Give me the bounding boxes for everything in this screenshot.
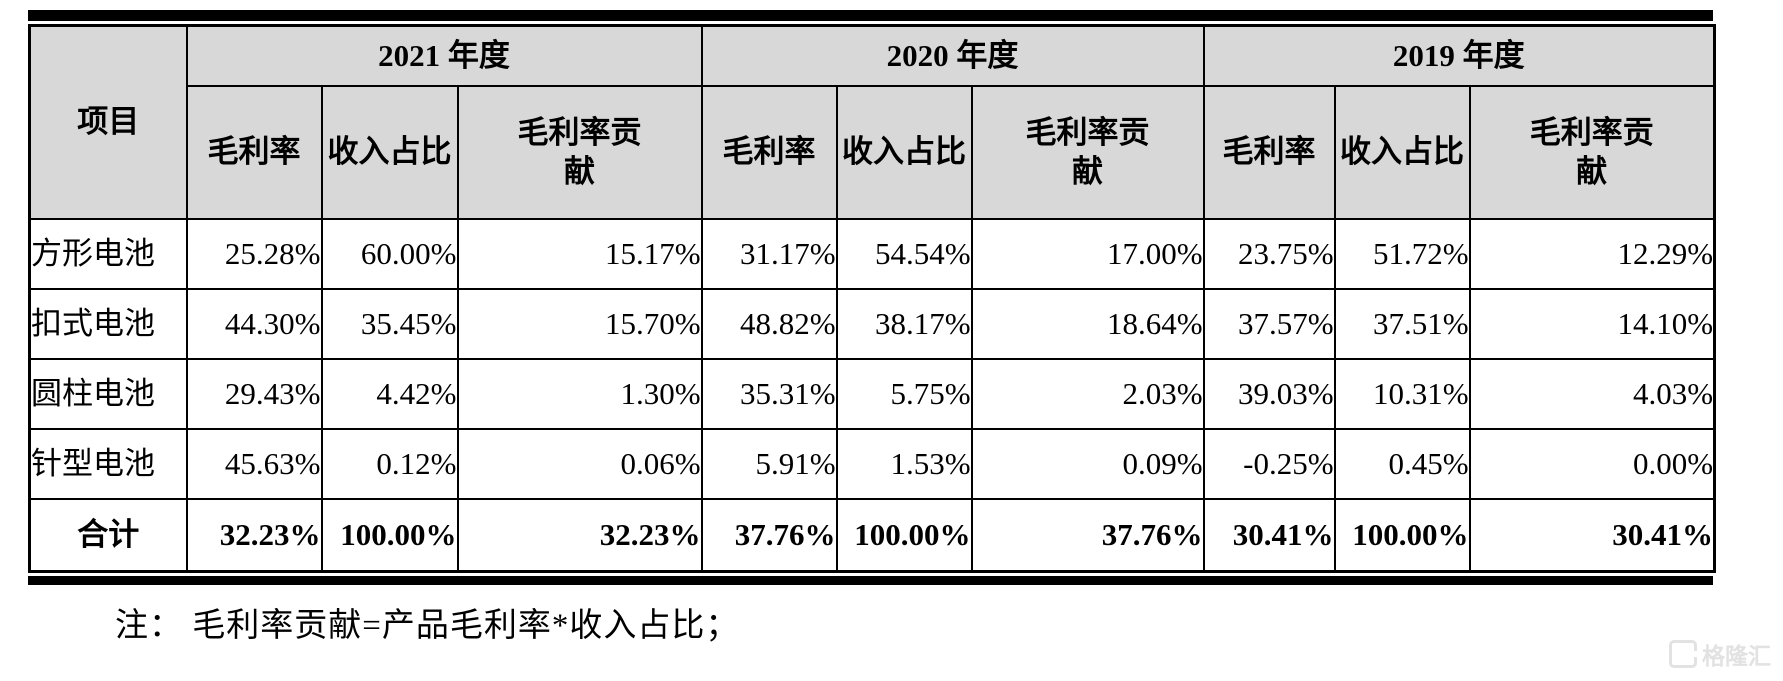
footnote: 注： 毛利率贡献=产品毛利率*收入占比； bbox=[115, 608, 740, 644]
col-header-margin-contribution-2020: 毛利率贡 献 bbox=[970, 85, 1205, 220]
subheader-row: 毛利率 收入占比 毛利率贡 献 毛利率 收入占比 毛利率贡 献 毛利率 收入占比… bbox=[30, 85, 1716, 220]
data-cell: 29.43% bbox=[185, 358, 323, 430]
corner-header: 项目 bbox=[28, 24, 188, 220]
data-cell: 0.12% bbox=[320, 428, 459, 500]
col-header-margin-contribution-2021: 毛利率贡 献 bbox=[456, 85, 703, 220]
data-cell: 51.72% bbox=[1333, 218, 1471, 290]
total-cell: 100.00% bbox=[320, 498, 459, 573]
data-cell: 17.00% bbox=[970, 218, 1205, 290]
col-header-margin-2019: 毛利率 bbox=[1202, 85, 1336, 220]
data-cell: 0.45% bbox=[1333, 428, 1471, 500]
year-header-2020: 2020 年度 bbox=[700, 24, 1205, 87]
data-cell: 60.00% bbox=[320, 218, 459, 290]
top-thick-rule bbox=[28, 10, 1713, 21]
table-row-button-battery: 扣式电池 44.30% 35.45% 15.70% 48.82% 38.17% … bbox=[28, 288, 1716, 360]
data-cell: 10.31% bbox=[1333, 358, 1471, 430]
table-row-pin-battery: 针型电池 45.63% 0.12% 0.06% 5.91% 1.53% 0.09… bbox=[28, 428, 1716, 500]
data-cell: 0.06% bbox=[456, 428, 703, 500]
data-cell: 37.51% bbox=[1333, 288, 1471, 360]
data-cell: 44.30% bbox=[185, 288, 323, 360]
data-cell: 14.10% bbox=[1468, 288, 1716, 360]
row-label: 方形电池 bbox=[28, 218, 188, 290]
total-cell: 32.23% bbox=[185, 498, 323, 573]
total-cell: 30.41% bbox=[1202, 498, 1336, 573]
table-row-total: 合计 32.23% 100.00% 32.23% 37.76% 100.00% … bbox=[28, 498, 1716, 573]
data-cell: 38.17% bbox=[835, 288, 973, 360]
data-cell: 48.82% bbox=[700, 288, 838, 360]
data-cell: 37.57% bbox=[1202, 288, 1336, 360]
col-header-revenue-share-2020: 收入占比 bbox=[835, 85, 973, 220]
data-cell: 5.91% bbox=[700, 428, 838, 500]
row-label-total: 合计 bbox=[28, 498, 188, 573]
gelonghui-logo-icon bbox=[1669, 640, 1697, 668]
gross-margin-table: 项目 2021 年度 2020 年度 2019 年度 毛利率 收入占比 毛利率贡… bbox=[28, 24, 1717, 573]
col-header-margin-contribution-2019: 毛利率贡 献 bbox=[1468, 85, 1716, 220]
data-cell: 45.63% bbox=[185, 428, 323, 500]
data-cell: 5.75% bbox=[835, 358, 973, 430]
col-header-revenue-share-2019: 收入占比 bbox=[1333, 85, 1471, 220]
data-cell: 15.70% bbox=[456, 288, 703, 360]
row-label: 圆柱电池 bbox=[28, 358, 188, 430]
year-header-2021: 2021 年度 bbox=[185, 24, 703, 87]
data-cell: 18.64% bbox=[970, 288, 1205, 360]
data-cell: 0.09% bbox=[970, 428, 1205, 500]
col-header-revenue-share-2021: 收入占比 bbox=[320, 85, 459, 220]
data-cell: 54.54% bbox=[835, 218, 973, 290]
row-label: 扣式电池 bbox=[28, 288, 188, 360]
data-cell: 25.28% bbox=[185, 218, 323, 290]
data-cell: 0.00% bbox=[1468, 428, 1716, 500]
total-cell: 37.76% bbox=[970, 498, 1205, 573]
year-header-row: 项目 2021 年度 2020 年度 2019 年度 bbox=[28, 24, 1716, 220]
table-row-prismatic-battery: 方形电池 25.28% 60.00% 15.17% 31.17% 54.54% … bbox=[28, 218, 1716, 290]
bottom-thick-rule bbox=[28, 576, 1713, 585]
total-cell: 37.76% bbox=[700, 498, 838, 573]
total-cell: 30.41% bbox=[1468, 498, 1716, 573]
data-cell: 1.53% bbox=[835, 428, 973, 500]
data-cell: 39.03% bbox=[1202, 358, 1336, 430]
data-cell: 4.42% bbox=[320, 358, 459, 430]
data-cell: 12.29% bbox=[1468, 218, 1716, 290]
total-cell: 32.23% bbox=[456, 498, 703, 573]
row-label: 针型电池 bbox=[28, 428, 188, 500]
margin-table-block: 项目 2021 年度 2020 年度 2019 年度 毛利率 收入占比 毛利率贡… bbox=[28, 10, 1717, 585]
col-header-margin-2021: 毛利率 bbox=[185, 85, 323, 220]
data-cell: 1.30% bbox=[456, 358, 703, 430]
data-cell: 35.45% bbox=[320, 288, 459, 360]
data-cell: 15.17% bbox=[456, 218, 703, 290]
data-cell: 23.75% bbox=[1202, 218, 1336, 290]
data-cell: 4.03% bbox=[1468, 358, 1716, 430]
data-cell: 35.31% bbox=[700, 358, 838, 430]
watermark-text: 格隆汇 bbox=[1702, 643, 1771, 669]
data-cell: -0.25% bbox=[1202, 428, 1336, 500]
col-header-margin-2020: 毛利率 bbox=[700, 85, 838, 220]
total-cell: 100.00% bbox=[835, 498, 973, 573]
data-cell: 2.03% bbox=[970, 358, 1205, 430]
year-header-2019: 2019 年度 bbox=[1202, 24, 1716, 87]
watermark: 格隆汇 bbox=[1669, 637, 1771, 671]
data-cell: 31.17% bbox=[700, 218, 838, 290]
total-cell: 100.00% bbox=[1333, 498, 1471, 573]
table-row-cylindrical-battery: 圆柱电池 29.43% 4.42% 1.30% 35.31% 5.75% 2.0… bbox=[28, 358, 1716, 430]
